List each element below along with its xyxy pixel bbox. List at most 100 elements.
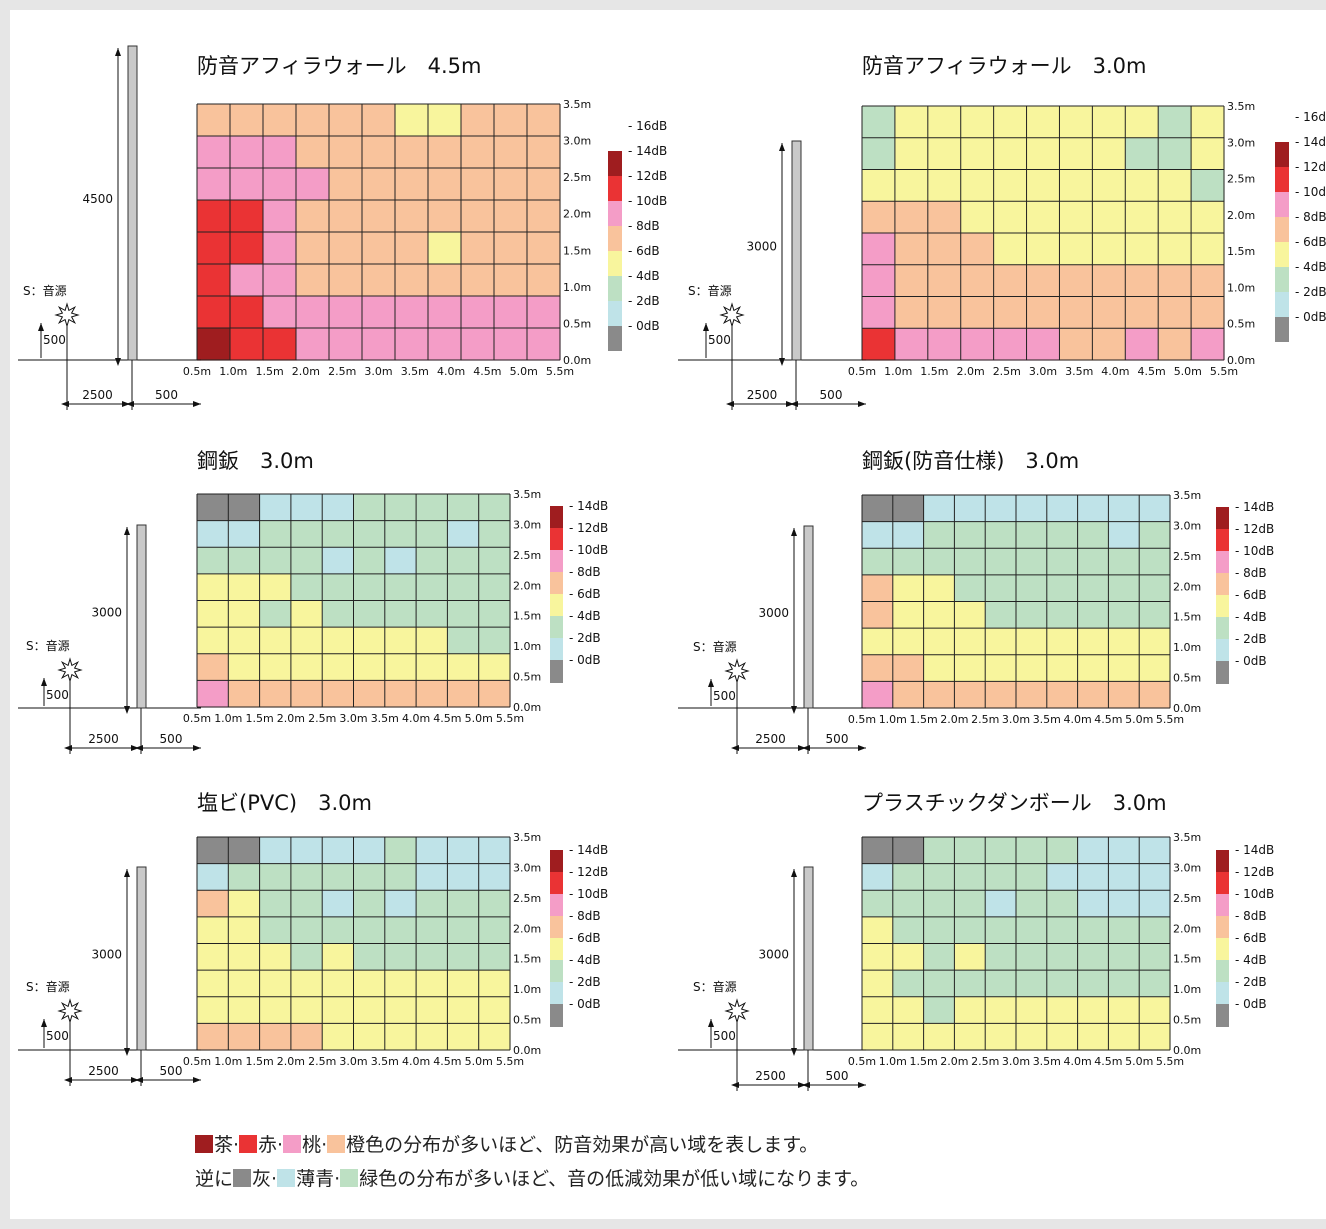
heatmap-cell [329,104,363,137]
x-tick-label: 4.5m [473,365,501,378]
x-tick-label: 4.0m [1101,365,1129,378]
legend-label: - 14dB [628,144,667,158]
heatmap-cell [1077,548,1109,576]
heatmap-cell [1139,890,1171,918]
heatmap-cell [985,890,1017,918]
heatmap-cell [927,169,962,202]
chart-title: プラスチックダンボール 3.0m [862,791,1167,815]
y-tick-label: 2.5m [513,549,541,562]
heatmap-cell [290,547,323,575]
y-tick-label: 2.0m [1173,580,1201,593]
heatmap-cell [384,653,417,681]
heatmap-cell [1108,574,1140,603]
heatmap-cell [230,232,264,265]
source-label: S：音源 [26,979,70,994]
heatmap-cell [1139,916,1171,945]
x-tick-label: 2.0m [956,365,984,378]
heatmap-cell [1139,601,1171,629]
heatmap-cell [1059,169,1093,202]
y-tick-label: 0.5m [1227,318,1255,331]
y-tick-label: 3.0m [513,861,541,874]
heatmap-cell [1016,916,1048,945]
legend-label: - 4dB [1235,953,1267,967]
y-tick-label: 0.5m [1173,1014,1201,1027]
legend-swatch [550,982,563,1005]
wall-bar [136,524,147,709]
heatmap-cell [259,970,292,998]
heatmap-cell [322,627,355,655]
heatmap-cell [960,296,995,329]
x-tick-label: 5.0m [1125,1055,1153,1068]
x-tick-label: 2.0m [277,712,305,725]
legend-swatch [1216,639,1229,662]
legend-label: - 2dB [1235,975,1267,989]
heatmap-cell [993,201,1028,234]
heatmap-cell [461,136,495,169]
source-label: S：音源 [693,639,737,654]
heatmap-cell [197,296,231,329]
legend-label: - 10dB [569,543,608,557]
y-tick-label: 3.5m [513,831,541,844]
heatmap-cell [290,600,323,628]
y-tick-label: 1.0m [513,983,541,996]
heatmap-cell [384,494,417,522]
heatmap-cell [894,233,929,266]
heatmap-cell [1108,916,1140,945]
legend-label: - 8dB [569,565,601,579]
heatmap-cell [416,600,448,628]
heatmap-cell [923,495,955,523]
heatmap-cell [1046,601,1079,629]
heatmap-cell [259,573,292,602]
heatmap-cell [985,837,1017,865]
heatmap-cell [527,104,561,137]
heatmap-cell [927,137,962,171]
heatmap-cell [322,520,355,548]
heatmap-cell [494,136,528,169]
heatmap-cell [954,837,986,865]
heatmap-cell [862,681,894,709]
legend-label: - 8dB [1295,210,1326,224]
heatmap-cell [478,627,511,655]
heatmap-cell [993,296,1028,329]
heatmap-cell [290,970,323,998]
heatmap-cell [862,996,894,1024]
legend-label: - 6dB [569,587,601,601]
heatmap-cell [478,600,511,628]
heatmap-cell [1125,328,1159,361]
x-tick-label: 4.5m [433,1055,461,1068]
heatmap-cell [296,296,330,329]
legend-label: - 10dB [1235,887,1274,901]
heatmap-cell [1016,970,1048,998]
heatmap-cell [1139,521,1171,549]
heatmap-cell [1026,264,1061,298]
legend-label: - 14dB [1235,843,1274,857]
x-tick-label: 5.5m [1210,365,1238,378]
heatmap-cell [322,600,355,628]
heatmap-cell [447,547,480,575]
heatmap-cell [447,627,480,655]
heatmap-cell [892,890,925,918]
heatmap-cell [1026,201,1061,234]
heatmap-cell [1139,574,1171,603]
panel-6: プラスチックダンボール 3.0m0.5m 1.0m 1.5m 2.0m 2.5m 3.0m… [678,791,1274,1091]
heatmap-cell [259,996,292,1024]
heatmap-cell [1158,328,1192,361]
source-height-label: 500 [43,333,66,347]
heatmap-cell [927,328,962,361]
heatmap-cell [1016,548,1048,576]
x-tick-label: 2.5m [971,713,999,726]
heatmap-cell [362,200,396,233]
heatmap-cell [1108,601,1140,629]
heatmap-cell [1016,890,1048,918]
legend-label: - 10dB [628,194,667,208]
heatmap-cell [1016,681,1048,709]
heatmap-cell [259,943,292,971]
legend-swatch [550,850,563,873]
heatmap-cell [228,600,261,628]
heatmap-cell [927,233,962,266]
note-line-2: 逆に 灰· 薄青· 緑色の分布が多いほど、音の低減効果が低い域になります。 [195,1162,869,1196]
legend-label: - 10dB [1235,544,1274,558]
heatmap-cell [362,296,396,329]
heatmap-cell [954,863,986,891]
heatmap-cell [478,916,511,945]
